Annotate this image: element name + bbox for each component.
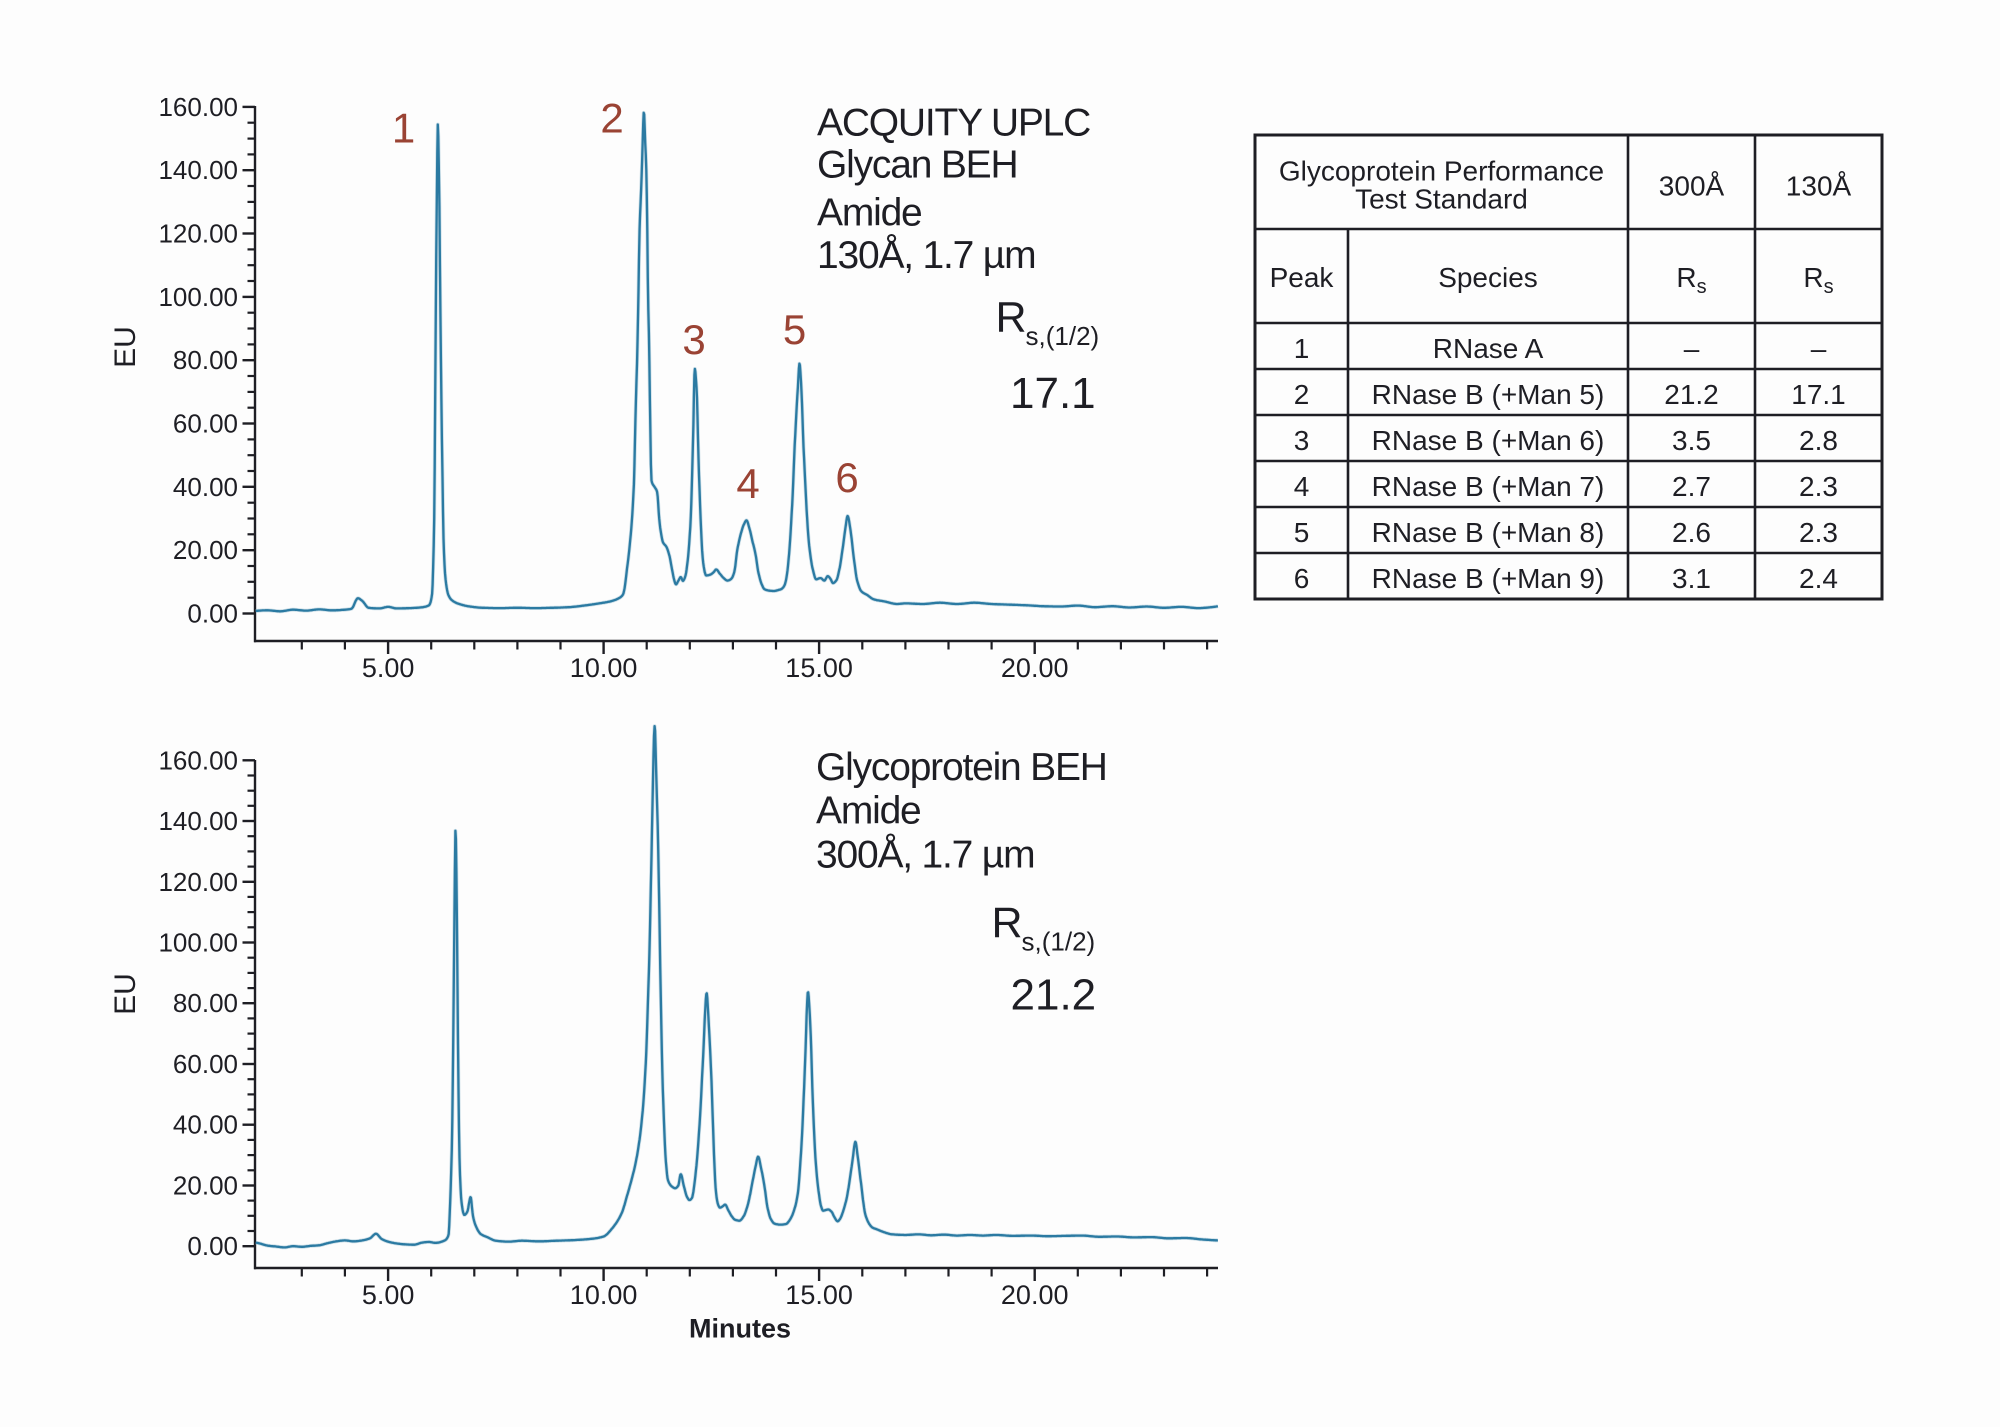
svg-text:2: 2 xyxy=(600,95,623,142)
svg-text:RNase A: RNase A xyxy=(1433,333,1544,364)
svg-text:EU: EU xyxy=(109,326,142,368)
svg-text:5: 5 xyxy=(1294,517,1310,548)
svg-text:2.4: 2.4 xyxy=(1799,563,1838,594)
svg-text:140.00: 140.00 xyxy=(158,155,238,185)
svg-text:Minutes: Minutes xyxy=(689,1314,791,1344)
svg-text:4: 4 xyxy=(1294,471,1310,502)
svg-text:2.3: 2.3 xyxy=(1799,517,1838,548)
svg-text:20.00: 20.00 xyxy=(173,1171,238,1201)
svg-text:Test Standard: Test Standard xyxy=(1355,184,1528,215)
svg-text:160.00: 160.00 xyxy=(158,92,238,122)
svg-text:1: 1 xyxy=(1294,333,1310,364)
svg-text:–: – xyxy=(1684,333,1700,364)
svg-text:120.00: 120.00 xyxy=(158,219,238,249)
svg-text:RNase B (+Man 9): RNase B (+Man 9) xyxy=(1372,563,1605,594)
svg-text:20.00: 20.00 xyxy=(1001,653,1069,683)
svg-text:60.00: 60.00 xyxy=(173,409,238,439)
svg-text:Glycoprotein BEH: Glycoprotein BEH xyxy=(816,746,1107,789)
svg-text:Species: Species xyxy=(1438,262,1538,293)
svg-text:40.00: 40.00 xyxy=(173,1110,238,1140)
svg-text:120.00: 120.00 xyxy=(158,867,238,897)
svg-text:s,(1/2): s,(1/2) xyxy=(1022,927,1096,957)
svg-text:0.00: 0.00 xyxy=(187,1231,238,1261)
svg-text:Amide: Amide xyxy=(817,192,922,235)
svg-text:80.00: 80.00 xyxy=(173,345,238,375)
svg-text:R: R xyxy=(996,294,1027,342)
svg-text:130Å, 1.7 µm: 130Å, 1.7 µm xyxy=(817,233,1035,277)
svg-text:130Å: 130Å xyxy=(1786,171,1852,202)
svg-text:3.1: 3.1 xyxy=(1672,563,1711,594)
svg-text:21.2: 21.2 xyxy=(1664,379,1719,410)
svg-text:5: 5 xyxy=(783,306,806,353)
svg-text:Glycoprotein Performance: Glycoprotein Performance xyxy=(1279,156,1604,187)
svg-text:100.00: 100.00 xyxy=(158,282,238,312)
svg-text:3.5: 3.5 xyxy=(1672,425,1711,456)
svg-text:–: – xyxy=(1811,333,1827,364)
svg-text:ACQUITY UPLC: ACQUITY UPLC xyxy=(817,102,1090,145)
svg-text:2.3: 2.3 xyxy=(1799,471,1838,502)
svg-text:6: 6 xyxy=(1294,563,1310,594)
svg-text:Rs: Rs xyxy=(1676,262,1706,298)
svg-text:80.00: 80.00 xyxy=(173,988,238,1018)
svg-text:3: 3 xyxy=(682,316,705,363)
svg-text:140.00: 140.00 xyxy=(158,806,238,836)
svg-text:2.7: 2.7 xyxy=(1672,471,1711,502)
svg-text:2: 2 xyxy=(1294,379,1310,410)
svg-text:15.00: 15.00 xyxy=(785,1280,853,1310)
svg-text:2.8: 2.8 xyxy=(1799,425,1838,456)
svg-text:40.00: 40.00 xyxy=(173,472,238,502)
svg-text:Glycan BEH: Glycan BEH xyxy=(817,144,1017,187)
svg-text:21.2: 21.2 xyxy=(1011,971,1097,1020)
svg-text:6: 6 xyxy=(835,454,858,501)
svg-text:20.00: 20.00 xyxy=(173,535,238,565)
svg-text:R: R xyxy=(992,899,1023,947)
svg-text:EU: EU xyxy=(109,973,142,1015)
svg-text:3: 3 xyxy=(1294,425,1310,456)
svg-text:300Å: 300Å xyxy=(1659,171,1725,202)
svg-text:17.1: 17.1 xyxy=(1010,369,1096,418)
svg-text:Amide: Amide xyxy=(816,790,921,833)
svg-text:RNase B (+Man 8): RNase B (+Man 8) xyxy=(1372,517,1605,548)
svg-text:20.00: 20.00 xyxy=(1001,1280,1069,1310)
svg-text:10.00: 10.00 xyxy=(570,1280,638,1310)
svg-text:s,(1/2): s,(1/2) xyxy=(1026,321,1100,351)
svg-text:1: 1 xyxy=(392,104,415,151)
svg-text:0.00: 0.00 xyxy=(187,599,238,629)
svg-text:5.00: 5.00 xyxy=(362,1280,415,1310)
svg-text:Rs: Rs xyxy=(1803,262,1833,298)
svg-text:4: 4 xyxy=(736,460,759,507)
svg-text:17.1: 17.1 xyxy=(1791,379,1846,410)
svg-text:60.00: 60.00 xyxy=(173,1049,238,1079)
svg-text:Peak: Peak xyxy=(1270,262,1335,293)
svg-text:160.00: 160.00 xyxy=(158,745,238,775)
svg-text:RNase B (+Man 7): RNase B (+Man 7) xyxy=(1372,471,1605,502)
svg-text:100.00: 100.00 xyxy=(158,928,238,958)
svg-text:300Å, 1.7 µm: 300Å, 1.7 µm xyxy=(816,833,1034,877)
svg-text:RNase B (+Man 5): RNase B (+Man 5) xyxy=(1372,379,1605,410)
svg-text:15.00: 15.00 xyxy=(785,653,853,683)
svg-text:RNase B (+Man 6): RNase B (+Man 6) xyxy=(1372,425,1605,456)
svg-text:10.00: 10.00 xyxy=(570,653,638,683)
svg-text:2.6: 2.6 xyxy=(1672,517,1711,548)
svg-text:5.00: 5.00 xyxy=(362,653,415,683)
